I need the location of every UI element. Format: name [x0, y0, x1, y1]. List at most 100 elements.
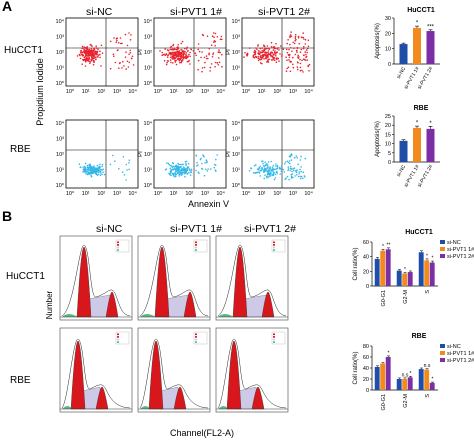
flow-event-dot [207, 57, 209, 60]
flow-y-tick-label: 10² [144, 152, 152, 158]
histogram-g1-peak [76, 246, 92, 318]
flow-event-dot [257, 59, 260, 62]
flow-y-tick-label: 10⁰ [144, 80, 153, 87]
y-tick-label: 40 [363, 366, 369, 372]
bar [374, 366, 380, 390]
flow-event-dot [289, 155, 292, 158]
flow-event-dot [190, 169, 193, 171]
flow-event-dot [85, 47, 88, 50]
flow-event-dot [305, 53, 307, 56]
flow-event-dot [289, 34, 292, 36]
flow-event-dot [165, 53, 168, 56]
bar [413, 27, 421, 64]
flow-event-dot [285, 48, 288, 51]
flow-event-dot [269, 175, 271, 177]
flow-event-dot [82, 166, 84, 168]
bar [426, 31, 435, 64]
y-tick-label: 5 [388, 151, 391, 157]
flow-y-tick-label: 10¹ [56, 168, 64, 174]
flow-x-tick-label: 10² [273, 191, 281, 197]
y-tick-label: 10 [385, 47, 391, 53]
flow-event-dot [125, 163, 128, 166]
flow-event-dot [85, 50, 87, 53]
flow-event-dot [261, 62, 263, 65]
flow-event-dot [174, 56, 176, 59]
flow-event-dot [188, 53, 190, 56]
flow-event-dot [169, 46, 172, 49]
flow-x-tick-label: 10⁰ [154, 190, 163, 197]
significance-label: * [388, 350, 390, 356]
flow-event-dot [203, 56, 206, 59]
flow-event-dot [177, 44, 179, 46]
histogram-g1-peak [154, 246, 170, 318]
x-category-label: S [425, 290, 431, 294]
histogram-inset-legend-swatch [195, 333, 197, 336]
flow-event-dot [100, 65, 102, 67]
flow-event-dot [85, 168, 88, 171]
flow-y-tick-label: 10⁴ [56, 120, 65, 127]
flow-event-dot [128, 61, 130, 64]
flow-event-dot [208, 47, 211, 50]
flow-event-dot [213, 32, 215, 34]
panel-b-column-title-1: si-NC [96, 223, 123, 235]
bar [385, 249, 391, 286]
flow-event-dot [206, 170, 209, 172]
cell-cycle-histogram-2-1 [59, 327, 133, 413]
bar [429, 382, 435, 390]
flow-event-dot [203, 174, 206, 177]
flow-event-dot [206, 161, 208, 164]
flow-event-dot [253, 51, 255, 54]
flow-event-dot [218, 51, 220, 53]
significance-label: * [432, 377, 434, 383]
significance-label: * [432, 256, 434, 262]
y-tick-label: 80 [363, 344, 369, 350]
flow-event-dot [190, 171, 193, 174]
flow-event-dot [96, 56, 98, 58]
flow-event-dot [96, 168, 98, 170]
flow-event-dot [262, 162, 264, 165]
flow-event-dot [304, 43, 307, 45]
flow-event-dot [208, 52, 210, 55]
flow-event-dot [90, 49, 92, 52]
flow-event-dot [209, 168, 212, 170]
histogram-y-axis-label: Number [45, 290, 54, 320]
flow-event-dot [196, 161, 198, 164]
flow-event-dot [267, 169, 270, 171]
flow-event-dot [168, 163, 171, 166]
flow-event-dot [126, 44, 129, 47]
flow-y-tick-label: 10⁰ [232, 182, 241, 189]
flow-event-dot [128, 159, 131, 161]
flow-x-tick-label: 10⁴ [128, 190, 137, 197]
flow-event-dot [178, 50, 181, 52]
flow-event-dot [177, 53, 179, 55]
legend-label: si-NC [447, 344, 461, 350]
bar [429, 262, 435, 286]
flow-event-dot [181, 163, 183, 166]
flow-event-dot [262, 50, 265, 53]
flow-event-dot [93, 60, 95, 63]
flow-event-dot [288, 178, 291, 181]
flow-event-dot [168, 51, 171, 54]
histogram-g1-peak [70, 340, 86, 410]
flow-y-tick-label: 10¹ [144, 168, 152, 174]
flow-pi-label: PI [138, 151, 144, 157]
flow-event-dot [290, 153, 293, 155]
flow-event-dot [289, 70, 292, 73]
y-axis-label: Apoptosis(%) [375, 23, 381, 59]
flow-event-dot [301, 69, 303, 72]
flow-event-dot [97, 54, 99, 56]
bar-chart-title: HuCCT1 [407, 7, 435, 14]
flow-event-dot [291, 170, 293, 173]
flow-event-dot [272, 172, 275, 174]
flow-event-dot [185, 52, 188, 54]
flow-event-dot [276, 164, 279, 167]
flow-event-dot [99, 174, 102, 176]
flow-event-dot [91, 57, 93, 60]
flow-event-dot [266, 173, 269, 176]
flow-event-dot [81, 51, 83, 54]
flow-y-tick-label: 10⁴ [144, 18, 153, 25]
flow-event-dot [179, 163, 182, 166]
flow-event-dot [188, 172, 190, 174]
flow-event-dot [90, 47, 92, 50]
